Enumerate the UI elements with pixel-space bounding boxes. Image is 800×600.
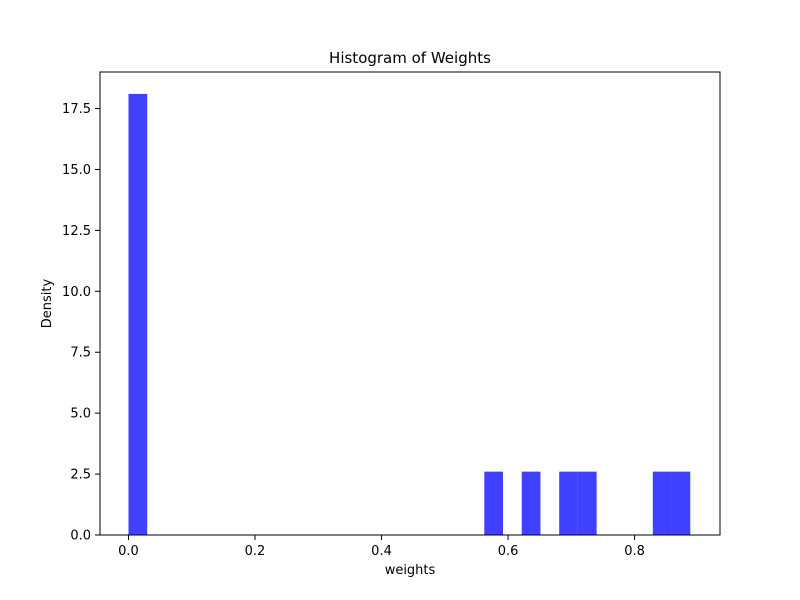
chart-title: Histogram of Weights xyxy=(329,49,491,67)
y-tick-label: 0.0 xyxy=(70,529,91,544)
x-axis-label: weights xyxy=(385,563,436,578)
y-axis-label: Density xyxy=(40,278,55,328)
y-axis-ticks: 0.0 2.5 5.0 7.5 10.0 12.5 15.0 17.5 xyxy=(62,102,100,544)
histogram-bar xyxy=(652,471,672,535)
plot-area-frame xyxy=(99,71,721,536)
x-tick-label: 0.2 xyxy=(245,544,266,559)
y-tick-label: 12.5 xyxy=(62,224,91,239)
x-tick-label: 0.4 xyxy=(371,544,392,559)
x-tick-label: 0.8 xyxy=(624,544,645,559)
histogram-bar xyxy=(559,471,578,535)
histogram-bar xyxy=(671,471,691,535)
x-axis-ticks: 0.0 0.2 0.4 0.6 0.8 xyxy=(118,535,645,559)
x-tick-label: 0.6 xyxy=(498,544,519,559)
y-tick-label: 5.0 xyxy=(70,407,91,422)
y-tick-label: 10.0 xyxy=(62,285,91,300)
histogram-bar xyxy=(484,471,503,535)
y-tick-label: 15.0 xyxy=(62,163,91,178)
histogram-bar xyxy=(128,93,148,535)
x-tick-label: 0.0 xyxy=(118,544,139,559)
histogram-bar xyxy=(577,471,597,535)
y-tick-label: 17.5 xyxy=(62,102,91,117)
y-tick-label: 7.5 xyxy=(70,346,91,361)
histogram-bar xyxy=(521,471,541,535)
bars-group xyxy=(128,93,691,535)
y-tick-label: 2.5 xyxy=(70,468,91,483)
